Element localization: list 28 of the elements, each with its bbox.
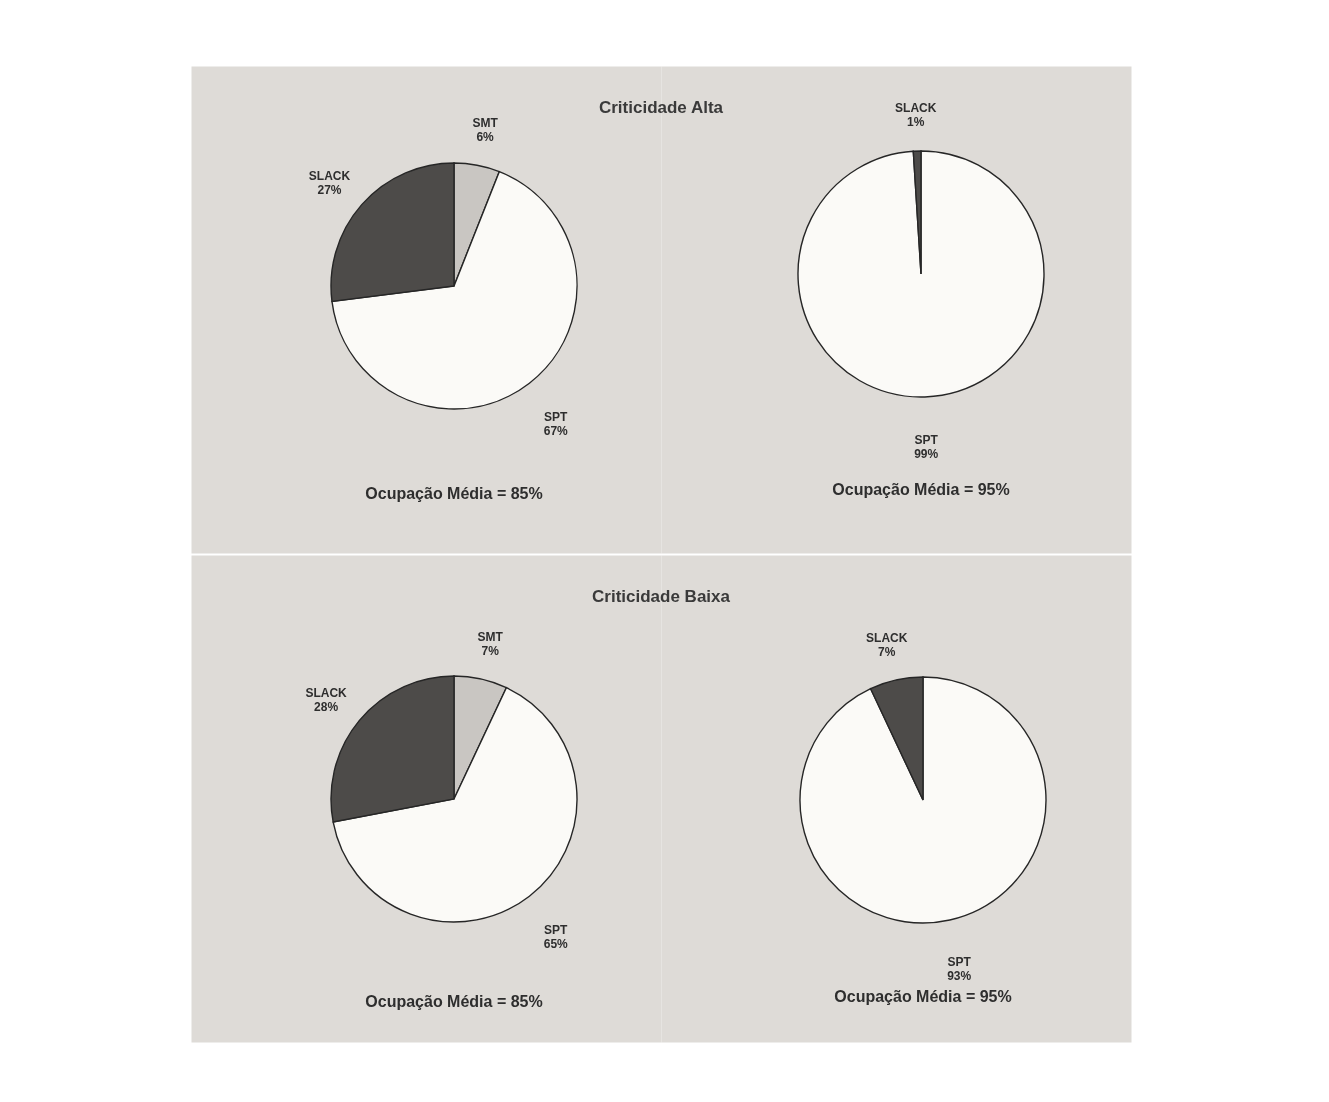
slice-label: SPT bbox=[947, 955, 972, 969]
text: Criticidade Baixa bbox=[592, 587, 731, 606]
slice-label: SPT bbox=[914, 432, 939, 447]
text: Ocupação Média = 85% bbox=[365, 993, 543, 1010]
pie-slice bbox=[799, 676, 1047, 924]
data-label: 93% bbox=[947, 969, 972, 983]
slice-label: SPT bbox=[544, 923, 569, 938]
slice-label: SMT bbox=[477, 630, 504, 644]
text: Ocupação Média = 95% bbox=[832, 481, 1010, 498]
slice-label: SLACK bbox=[895, 101, 937, 116]
data-label: 7% bbox=[878, 645, 896, 659]
slice-label: SLACK bbox=[866, 631, 908, 645]
slice-label: SLACK bbox=[308, 169, 351, 184]
slice-label: SPT bbox=[544, 410, 569, 425]
data-label: 1% bbox=[907, 115, 925, 130]
data-label: 67% bbox=[543, 424, 569, 439]
slice-label: SMT bbox=[472, 115, 499, 130]
slice-label: SLACK bbox=[305, 686, 348, 701]
data-label: 65% bbox=[543, 937, 569, 952]
data-label: 28% bbox=[314, 700, 339, 715]
text: Criticidade Alta bbox=[598, 98, 724, 117]
data-label: 27% bbox=[317, 183, 342, 198]
text: Ocupação Média = 85% bbox=[365, 485, 543, 502]
data-label: 7% bbox=[481, 644, 500, 658]
pie-slice bbox=[797, 150, 1045, 398]
data-label: 6% bbox=[476, 129, 495, 144]
data-label: 99% bbox=[914, 446, 939, 461]
text: Ocupação Média = 95% bbox=[834, 988, 1012, 1005]
